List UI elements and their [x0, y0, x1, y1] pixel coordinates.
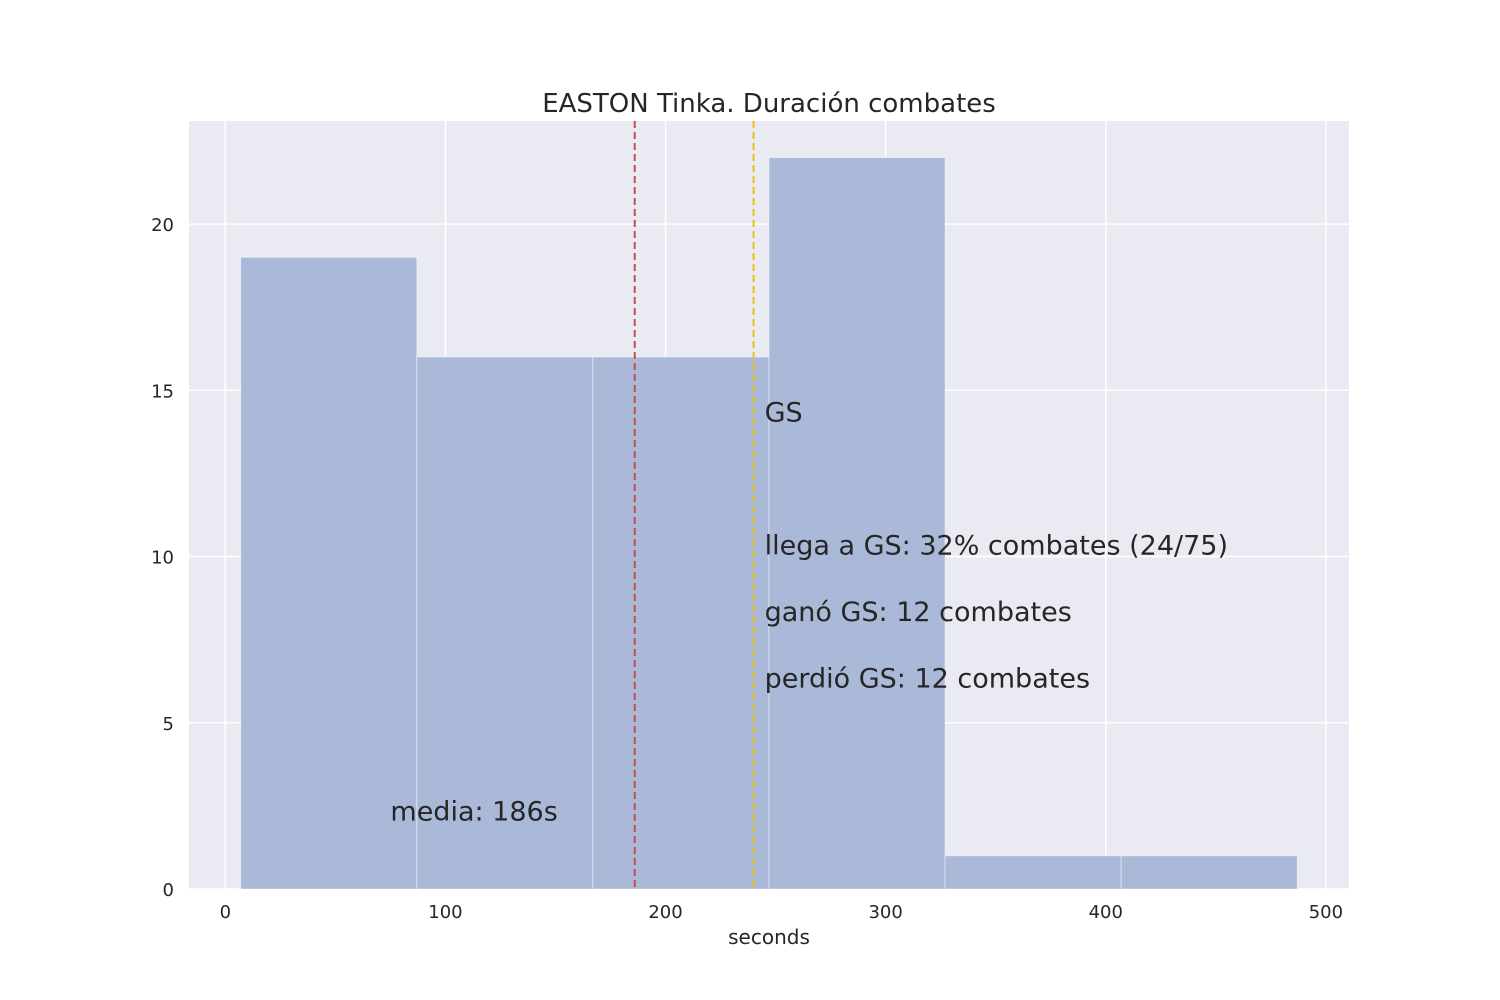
- y-tick-labels: 0 5 10 15 20: [151, 215, 174, 901]
- annotations: media: 186s GS llega a GS: 32% combates (2…: [390, 398, 1228, 828]
- chart-title: EASTON Tinka. Duración combates: [542, 89, 996, 119]
- y-tick-label: 0: [163, 880, 174, 901]
- x-tick-label: 200: [648, 902, 682, 923]
- reference-lines: [633, 121, 755, 889]
- x-tick-label: 300: [868, 902, 902, 923]
- y-tick-label: 20: [151, 215, 174, 236]
- histogram-bars: [240, 157, 1298, 890]
- histogram-bar: [944, 855, 1122, 890]
- annotation-text: perdió GS: 12 combates: [765, 664, 1090, 695]
- histogram-bar: [1120, 855, 1298, 890]
- y-tick-label: 15: [151, 381, 174, 402]
- y-tick-label: 5: [163, 714, 174, 735]
- x-tick-label: 100: [428, 902, 462, 923]
- histogram-bar: [240, 256, 418, 890]
- x-axis-label: seconds: [728, 925, 810, 949]
- histogram-bar: [416, 356, 594, 890]
- x-tick-labels: 0 100 200 300 400 500: [220, 902, 1343, 923]
- histogram-bar: [768, 157, 946, 890]
- y-tick-label: 10: [151, 548, 174, 569]
- x-tick-label: 400: [1089, 902, 1123, 923]
- x-tick-label: 500: [1309, 902, 1343, 923]
- annotation-text: GS: [765, 398, 803, 429]
- annotation-text: ganó GS: 12 combates: [765, 597, 1072, 628]
- histogram-bar: [592, 356, 770, 890]
- x-tick-label: 0: [220, 902, 231, 923]
- annotation-text: media: 186s: [390, 797, 557, 828]
- annotation-text: llega a GS: 32% combates (24/75): [765, 531, 1228, 562]
